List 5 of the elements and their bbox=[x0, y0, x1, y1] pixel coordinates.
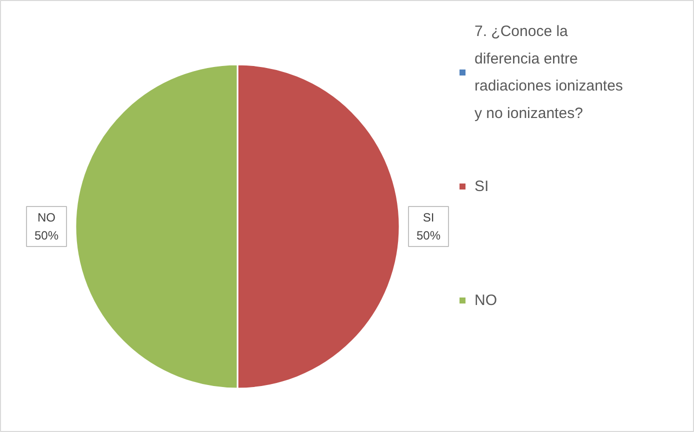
data-label: NO 50% bbox=[34, 210, 59, 243]
data-label: SI 50% bbox=[416, 210, 441, 243]
legend-label: SI bbox=[474, 178, 489, 195]
legend-label: 7. ¿Conoce la diferencia entre radiaciones ionizantes y no ionizantes? bbox=[474, 23, 623, 122]
legend-label: NO bbox=[474, 292, 497, 309]
